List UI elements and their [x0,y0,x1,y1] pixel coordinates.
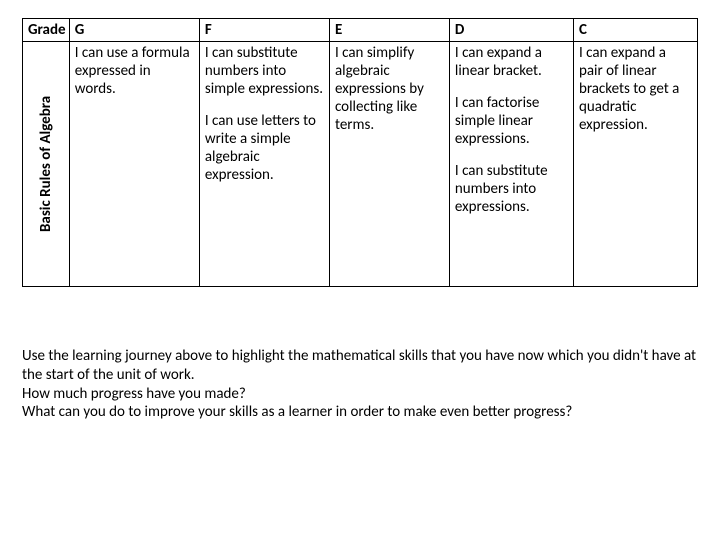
footer-line-3: What can you do to improve your skills a… [22,403,698,422]
footer-line-2: How much progress have you made? [22,385,698,404]
header-row: Grade G F E D C [23,19,698,42]
footer-text: Use the learning journey above to highli… [22,347,698,422]
content-row: Basic Rules of Algebra I can use a formu… [23,42,698,287]
col-f-header: F [199,19,329,42]
cell-e: I can simplify algebraic expressions by … [329,42,449,287]
grade-header: Grade [23,19,70,42]
cell-d-p2: I can factorise simple linear expression… [455,94,568,148]
col-c-header: C [573,19,697,42]
cell-d-p1: I can expand a linear bracket. [455,44,568,80]
col-e-header: E [329,19,449,42]
col-d-header: D [449,19,573,42]
cell-f-p2: I can use letters to write a simple alge… [205,112,324,184]
cell-g: I can use a formula expressed in words. [69,42,199,287]
cell-d: I can expand a linear bracket. I can fac… [449,42,573,287]
row-side-label: Basic Rules of Algebra [28,44,64,284]
row-side-label-cell: Basic Rules of Algebra [23,42,70,287]
cell-f: I can substitute numbers into simple exp… [199,42,329,287]
rubric-table: Grade G F E D C Basic Rules of Algebra I… [22,18,698,287]
cell-f-p1: I can substitute numbers into simple exp… [205,44,324,98]
cell-c: I can expand a pair of linear brackets t… [573,42,697,287]
cell-d-p3: I can substitute numbers into expression… [455,162,568,216]
footer-line-1: Use the learning journey above to highli… [22,347,698,385]
col-g-header: G [69,19,199,42]
